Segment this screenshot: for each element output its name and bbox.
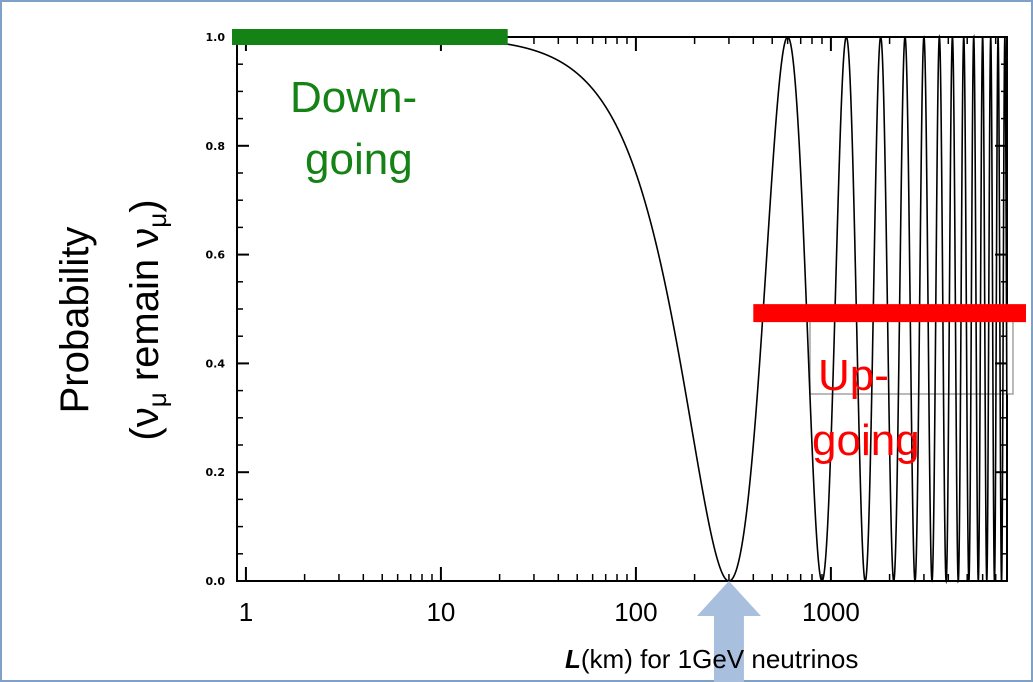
- x-tick-label: 100: [614, 597, 657, 627]
- y-label-nu: ν: [123, 407, 167, 427]
- y-axis-ticks: 0.0 0.2 0.4 0.6 0.8 1.0: [206, 31, 1007, 588]
- y-label-close-paren: ): [123, 199, 167, 212]
- y-label-mu-subscript: μ: [142, 392, 172, 407]
- upgoing-label-line1: Up-: [818, 351, 889, 400]
- downgoing-label-line1: Down-: [290, 73, 417, 122]
- y-tick-label: 0.6: [206, 249, 226, 262]
- y-tick-label: 1.0: [206, 31, 226, 44]
- y-tick-label: 0.0: [206, 575, 226, 588]
- y-label-open-paren: (: [123, 427, 167, 441]
- y-tick-label: 0.8: [206, 140, 226, 153]
- x-tick-label: 1000: [802, 597, 860, 627]
- x-axis-ticks: 1 10 100 1000: [239, 37, 1008, 627]
- y-label-nu-2: ν: [123, 228, 167, 248]
- x-tick-label: 10: [426, 597, 455, 627]
- downgoing-label-line2: going: [305, 135, 413, 184]
- x-label-rest: (km) for 1GeV neutrinos: [581, 644, 858, 674]
- y-tick-label: 0.4: [206, 357, 226, 370]
- x-tick-label: 1: [239, 597, 253, 627]
- minimum-arrow: [696, 581, 761, 682]
- y-axis-label-2: (νμ remain νμ): [123, 199, 172, 440]
- y-axis-label: Probability: [53, 227, 97, 414]
- x-axis-label: L(km) for 1GeV neutrinos: [565, 644, 858, 674]
- y-axis-label-line1: Probability: [53, 227, 97, 414]
- y-label-mu-subscript-2: μ: [142, 213, 172, 228]
- y-tick-label: 0.2: [206, 466, 226, 479]
- upgoing-label-line2: going: [812, 416, 920, 465]
- y-axis-label-line2: (νμ remain νμ): [123, 199, 172, 440]
- x-label-bold-L: L: [565, 644, 581, 674]
- y-label-remain: remain: [123, 248, 167, 393]
